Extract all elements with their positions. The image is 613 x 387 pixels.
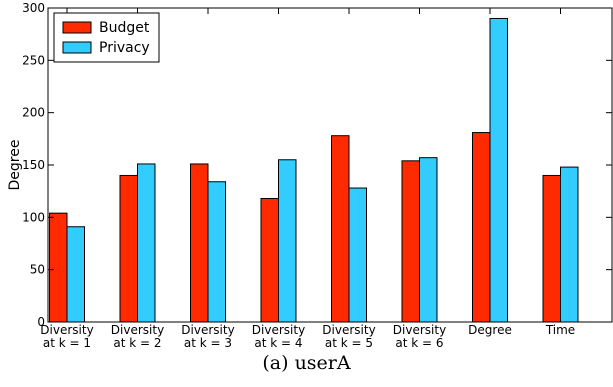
legend-box [53,12,160,63]
legend-label-budget: Budget [99,20,150,36]
bar-budget-5 [331,135,350,323]
x-tick-label: Diversity at k = 3 [181,323,234,350]
bars-group [49,17,579,323]
y-tick-label: 0 [37,315,45,329]
x-tick-label: Diversity at k = 2 [111,323,164,350]
legend-swatch-privacy [62,41,92,54]
bar-budget-4 [260,197,279,323]
bar-privacy-3 [207,181,226,323]
x-axis-ticks: Diversity at k = 1 Diversity at k = 2 Divers… [40,8,575,350]
bar-budget-8 [542,174,561,323]
x-tick-label: Degree [468,323,512,337]
y-tick-label: 100 [22,210,45,224]
bar-privacy-1 [66,226,85,323]
bar-privacy-8 [560,166,579,323]
y-axis-label: Degree [7,140,23,191]
legend-label-privacy: Privacy [99,40,150,56]
y-tick-label: 250 [22,53,45,67]
x-tick-label: Diversity at k = 5 [322,323,375,350]
x-tick-label: Diversity at k = 1 [40,323,93,350]
bar-budget-6 [401,160,420,323]
y-axis-ticks: 0 50 100 150 200 250 300 [22,1,612,329]
bar-privacy-6 [419,157,438,323]
y-tick-label: 50 [30,263,45,277]
legend: Budget Privacy [53,12,160,63]
bar-privacy-4 [278,159,297,323]
bar-budget-3 [190,163,209,323]
legend-swatch-budget [62,21,92,34]
y-tick-label: 200 [22,106,45,120]
bar-budget-7 [472,132,491,323]
bar-budget-1 [49,212,68,323]
bar-privacy-5 [348,187,367,323]
figure-caption: (a) userA [262,352,351,374]
bar-privacy-2 [137,163,156,323]
y-tick-label: 300 [22,1,45,15]
x-tick-label: Time [545,323,575,337]
x-tick-label: Diversity at k = 4 [252,323,305,350]
y-tick-label: 150 [22,158,45,172]
bar-privacy-7 [489,17,508,323]
x-tick-label: Diversity at k = 6 [393,323,446,350]
bar-budget-2 [119,174,138,323]
